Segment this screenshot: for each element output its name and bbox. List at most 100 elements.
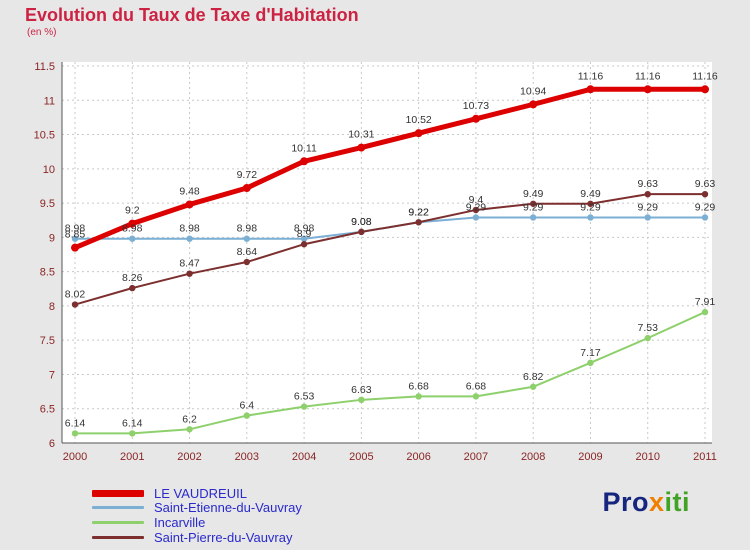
data-point — [644, 214, 651, 221]
data-label: 9.4 — [469, 194, 484, 206]
data-label: 6.14 — [122, 417, 143, 429]
x-axis-tick-label: 2009 — [578, 451, 602, 463]
y-axis-tick-label: 11.5 — [34, 61, 55, 73]
data-point — [300, 241, 308, 248]
x-axis-tick-label: 2004 — [292, 451, 316, 463]
data-label: 9.49 — [580, 188, 601, 200]
data-label: 11.16 — [635, 70, 661, 82]
y-axis-tick-label: 7.5 — [40, 335, 55, 347]
data-point — [129, 430, 136, 437]
data-point — [587, 200, 594, 207]
data-label: 10.31 — [348, 129, 374, 141]
data-point — [71, 235, 79, 242]
data-label: 8.98 — [65, 223, 86, 235]
chart-title: Evolution du Taux de Taxe d'Habitation — [25, 5, 359, 25]
x-axis-tick-label: 2007 — [464, 451, 488, 463]
data-point — [643, 85, 652, 94]
data-point — [586, 85, 595, 94]
legend-label: Incarville — [154, 514, 206, 530]
data-label: 9.22 — [408, 206, 429, 218]
data-label: 6.82 — [523, 371, 544, 383]
data-point — [587, 359, 594, 367]
data-label: 8.98 — [179, 223, 200, 235]
data-label: 8.98 — [294, 223, 315, 235]
data-label: 8.47 — [179, 258, 200, 270]
x-axis-tick-label: 2005 — [349, 451, 373, 463]
data-label: 9.08 — [351, 216, 372, 228]
chart-canvas: 6 6.5 7 7.5 8 8.5 9 9.5 10 10.5 11 11.5 2000 2001 2002… — [34, 61, 718, 463]
data-label: 8.85 — [65, 229, 86, 241]
y-axis-tick-label: 9.5 — [40, 198, 55, 210]
x-axis-tick-label: 2008 — [521, 451, 545, 463]
data-point — [358, 228, 365, 236]
data-point — [300, 235, 308, 242]
data-label: 9.2 — [125, 205, 140, 217]
x-axis-tick-label: 2002 — [177, 451, 201, 463]
data-label: 10.52 — [405, 114, 431, 126]
data-point — [71, 430, 79, 437]
x-axis-tick-label: 2001 — [120, 451, 144, 463]
data-point — [587, 214, 594, 221]
data-point — [242, 184, 251, 193]
plot-area — [62, 62, 712, 443]
data-point — [185, 200, 194, 209]
legend-swatch — [92, 535, 144, 539]
y-axis-tick-label: 8.5 — [40, 267, 55, 279]
data-label: 6.68 — [408, 380, 429, 392]
data-label: 9.72 — [237, 169, 258, 181]
data-label: 9.29 — [466, 201, 487, 213]
data-point — [358, 396, 365, 404]
data-label: 9.63 — [638, 178, 659, 190]
legend-label: Saint-Etienne-du-Vauvray — [154, 500, 302, 516]
legend-swatch — [92, 489, 144, 497]
series-line — [74, 311, 706, 435]
data-label: 9.29 — [695, 201, 716, 213]
data-point — [300, 157, 309, 166]
legend: LE VAUDREUIL Saint-Etienne-du-Vauvray Inca… — [92, 486, 302, 544]
x-axis-tick-label: 2011 — [693, 451, 717, 463]
data-point — [71, 301, 79, 308]
data-point — [529, 100, 538, 109]
data-label: 7.91 — [695, 296, 716, 308]
y-axis-tick-label: 6 — [49, 438, 55, 450]
data-point — [243, 235, 251, 242]
data-point — [243, 258, 251, 266]
legend-label: Saint-Pierre-du-Vauvray — [154, 529, 293, 545]
data-point — [529, 214, 537, 221]
data-point — [644, 334, 651, 342]
data-point — [186, 426, 193, 433]
data-label: 9.63 — [695, 178, 716, 190]
legend-item: Incarville — [92, 515, 302, 530]
series-line — [74, 193, 706, 306]
y-axis-tick-label: 7 — [49, 369, 55, 381]
data-point — [529, 383, 537, 390]
data-label: 9.08 — [351, 216, 372, 228]
x-axis-tick-label: 2003 — [235, 451, 259, 463]
data-label: 8.26 — [122, 272, 143, 284]
data-label: 9.29 — [523, 201, 544, 213]
data-label: 9.48 — [179, 185, 200, 197]
data-point — [644, 190, 651, 198]
data-label: 6.63 — [351, 384, 372, 396]
chart-subtitle: (en %) — [27, 27, 57, 38]
logo-segment: x — [648, 487, 665, 517]
data-label: 8.9 — [297, 228, 312, 240]
logo-segment: iti — [664, 487, 690, 517]
data-label: 9.22 — [408, 206, 429, 218]
data-label: 7.53 — [638, 322, 659, 334]
data-label: 11.16 — [578, 70, 604, 82]
x-axis-tick-label: 2000 — [63, 451, 87, 463]
data-point — [414, 129, 423, 138]
data-label: 10.73 — [463, 100, 489, 112]
x-axis-tick-label: 2006 — [406, 451, 430, 463]
y-axis-tick-label: 10.5 — [34, 130, 55, 142]
data-label: 8.02 — [65, 289, 86, 301]
y-axis-tick-label: 9 — [49, 232, 55, 244]
data-point — [129, 235, 136, 242]
data-label: 8.98 — [122, 223, 143, 235]
legend-item: LE VAUDREUIL — [92, 486, 302, 501]
data-point — [415, 393, 422, 400]
data-point — [529, 200, 537, 207]
data-label: 6.14 — [65, 417, 86, 429]
data-point — [701, 308, 709, 316]
